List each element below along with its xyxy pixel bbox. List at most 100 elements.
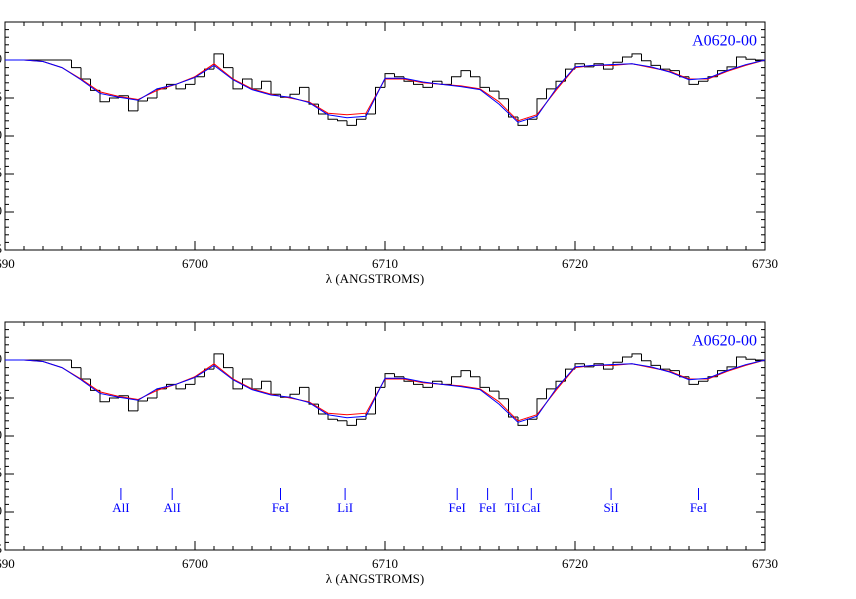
line-id-label: FeI — [449, 500, 466, 515]
histogram-step — [384, 373, 395, 388]
histogram-step — [232, 367, 243, 390]
histogram-step — [631, 353, 642, 357]
histogram-step — [194, 76, 205, 85]
histogram-step — [346, 120, 357, 126]
histogram-step — [71, 60, 81, 69]
model-line — [5, 359, 766, 422]
histogram-step — [546, 88, 556, 99]
plot-frame — [4, 21, 766, 251]
model-line — [5, 359, 766, 423]
y-tick-label: 0.95 — [0, 89, 2, 104]
line-id-label: TiI — [505, 500, 520, 515]
histogram-step — [650, 360, 661, 366]
histogram-step — [327, 113, 338, 120]
histogram-step — [204, 68, 214, 77]
histogram-step — [356, 118, 366, 126]
histogram-step — [565, 68, 575, 82]
y-tick-label: 0.75 — [0, 541, 2, 556]
y-tick-label: 0.90 — [0, 127, 2, 142]
histogram-step — [99, 90, 110, 103]
histogram-step — [384, 73, 395, 88]
histogram-step — [679, 70, 689, 78]
histogram-step — [175, 84, 186, 90]
histogram-step — [251, 79, 262, 90]
histogram-step — [451, 376, 461, 385]
histogram-step — [175, 384, 186, 390]
x-tick-label: 6730 — [752, 556, 778, 571]
x-tick-label: 6720 — [562, 556, 588, 571]
histogram-step — [736, 356, 746, 367]
histogram-step — [527, 418, 537, 426]
histogram-step — [527, 118, 537, 126]
y-tick-label: 0.85 — [0, 165, 2, 180]
histogram-step — [270, 381, 281, 395]
histogram-step — [726, 66, 737, 71]
histogram-step — [498, 391, 509, 400]
histogram-step — [327, 413, 338, 420]
histogram-step — [479, 376, 490, 388]
histogram-step — [242, 378, 252, 389]
histogram-step — [356, 418, 366, 426]
line-id-label: CaI — [522, 500, 541, 515]
x-axis-label: λ (ANGSTROMS) — [326, 571, 424, 586]
histogram-step — [745, 356, 756, 360]
histogram-step — [80, 67, 91, 80]
x-tick-label: 6730 — [752, 256, 778, 271]
histogram-step — [536, 98, 547, 120]
histogram-step — [641, 353, 651, 362]
histogram-step — [641, 53, 651, 62]
histogram-step — [631, 53, 642, 57]
histogram-step — [299, 86, 309, 95]
histogram-step — [669, 69, 680, 72]
line-id-label: AlI — [164, 500, 181, 515]
histogram-step — [261, 380, 271, 389]
histogram-step — [147, 97, 157, 102]
histogram-step — [470, 70, 480, 78]
y-tick-label: 1.00 — [0, 351, 2, 366]
histogram-step — [261, 80, 271, 89]
x-tick-label: 6700 — [182, 256, 208, 271]
x-tick-label: 6710 — [372, 256, 398, 271]
line-id-label: LiI — [337, 500, 353, 515]
histogram-step — [622, 56, 632, 63]
histogram-step — [223, 353, 233, 369]
histogram-step — [137, 100, 148, 111]
histogram-step — [185, 383, 195, 389]
histogram-step — [375, 386, 385, 414]
histogram-step — [432, 80, 442, 88]
histogram-step — [546, 388, 556, 399]
x-tick-label: 6710 — [372, 556, 398, 571]
histogram-step — [498, 91, 509, 100]
histogram-step — [128, 95, 138, 112]
histogram-step — [593, 63, 604, 67]
histogram-step — [109, 97, 119, 102]
histogram-step — [270, 81, 281, 95]
histogram-step — [441, 381, 452, 385]
histogram-step — [489, 87, 499, 92]
histogram-step — [698, 80, 708, 85]
annotation: A0620-00 — [692, 33, 757, 50]
histogram-step — [90, 379, 100, 391]
histogram-step — [460, 70, 471, 77]
histogram-step — [745, 56, 756, 60]
histogram-step — [650, 60, 661, 66]
histogram-step — [460, 370, 471, 377]
histogram-step — [242, 78, 252, 89]
histogram-step — [289, 93, 300, 98]
histogram-step — [289, 393, 300, 398]
histogram-step — [479, 76, 490, 88]
y-tick-label: 0.75 — [0, 241, 2, 256]
histogram-step — [489, 387, 499, 392]
histogram-step — [346, 420, 357, 426]
y-tick-label: 0.95 — [0, 389, 2, 404]
x-tick-label: 690 — [0, 556, 15, 571]
histogram-step — [536, 398, 547, 420]
histogram-step — [80, 367, 91, 380]
model-line — [5, 59, 766, 122]
line-id-label: FeI — [690, 500, 707, 515]
histogram-step — [394, 73, 404, 78]
x-tick-label: 690 — [0, 256, 15, 271]
annotation: A0620-00 — [692, 333, 757, 350]
y-tick-label: 0.80 — [0, 503, 2, 518]
